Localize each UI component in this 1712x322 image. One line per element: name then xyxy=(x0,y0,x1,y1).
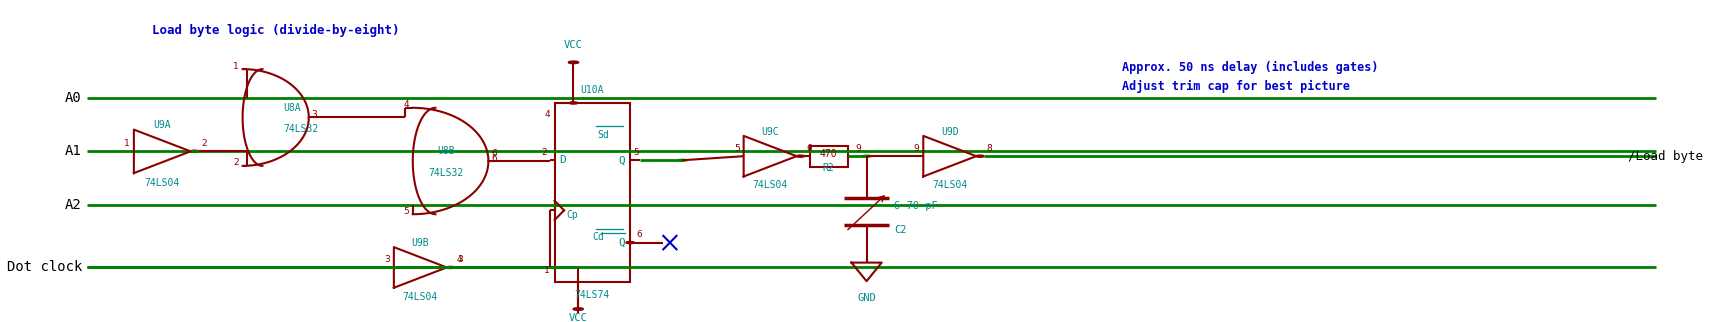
Text: 3: 3 xyxy=(383,255,390,264)
Text: 74LS32: 74LS32 xyxy=(428,168,464,178)
Text: Sd: Sd xyxy=(597,130,609,140)
Text: 74LS04: 74LS04 xyxy=(402,292,438,302)
Text: U9D: U9D xyxy=(942,127,959,137)
Circle shape xyxy=(861,155,871,157)
Circle shape xyxy=(678,159,687,161)
Text: U9A: U9A xyxy=(154,120,171,130)
Text: 74LS04: 74LS04 xyxy=(144,178,180,188)
Text: Q: Q xyxy=(618,238,625,248)
Bar xyxy=(810,146,847,167)
Text: 6-70 pF: 6-70 pF xyxy=(894,202,938,212)
Text: 74LS04: 74LS04 xyxy=(931,180,967,190)
Text: 4: 4 xyxy=(544,110,550,119)
Text: 74LS74: 74LS74 xyxy=(575,290,609,300)
Text: D: D xyxy=(560,155,567,165)
Text: U10A: U10A xyxy=(580,85,604,95)
Text: U8A: U8A xyxy=(282,103,301,113)
Text: 8: 8 xyxy=(986,144,993,153)
Text: Q: Q xyxy=(618,155,625,165)
Text: Adjust trim cap for best picture: Adjust trim cap for best picture xyxy=(1121,80,1349,93)
Text: 2: 2 xyxy=(541,148,548,157)
Text: Load byte logic (divide-by-eight): Load byte logic (divide-by-eight) xyxy=(152,24,399,37)
Text: U8B: U8B xyxy=(437,146,455,156)
Text: 1: 1 xyxy=(125,139,130,148)
Text: 5: 5 xyxy=(633,148,639,157)
Text: Cd: Cd xyxy=(592,232,604,242)
Text: 74LS04: 74LS04 xyxy=(753,180,788,190)
Text: 6: 6 xyxy=(491,154,496,163)
Text: R2: R2 xyxy=(823,163,835,173)
Text: 4: 4 xyxy=(457,255,462,264)
Text: C2: C2 xyxy=(894,225,906,235)
Text: 470: 470 xyxy=(820,149,837,159)
Bar xyxy=(555,103,630,282)
Text: 4: 4 xyxy=(404,100,409,109)
Text: 3: 3 xyxy=(457,255,462,264)
Text: 2: 2 xyxy=(202,139,207,148)
Text: 74LS32: 74LS32 xyxy=(282,124,318,134)
Text: 1: 1 xyxy=(544,266,550,275)
Text: U9C: U9C xyxy=(762,127,779,137)
Text: 5: 5 xyxy=(404,207,409,216)
Text: /Load byte: /Load byte xyxy=(1628,150,1703,163)
Text: 3: 3 xyxy=(312,110,317,119)
Text: Dot clock: Dot clock xyxy=(7,260,82,274)
Text: VCC: VCC xyxy=(565,40,582,50)
Text: 2: 2 xyxy=(233,158,238,167)
Text: A0: A0 xyxy=(65,91,82,105)
Text: A2: A2 xyxy=(65,198,82,212)
Text: U9B: U9B xyxy=(411,238,430,248)
Text: GND: GND xyxy=(858,293,877,303)
Text: 6: 6 xyxy=(491,149,496,158)
Text: VCC: VCC xyxy=(568,313,587,322)
Text: 9: 9 xyxy=(856,144,861,153)
Text: 6: 6 xyxy=(806,144,813,153)
Text: 6: 6 xyxy=(635,230,642,239)
Text: Cp: Cp xyxy=(567,210,577,220)
Text: Approx. 50 ns delay (includes gates): Approx. 50 ns delay (includes gates) xyxy=(1121,61,1378,74)
Text: A1: A1 xyxy=(65,144,82,158)
Text: 9: 9 xyxy=(914,144,919,153)
Text: 1: 1 xyxy=(233,62,238,71)
Text: 5: 5 xyxy=(734,144,740,153)
